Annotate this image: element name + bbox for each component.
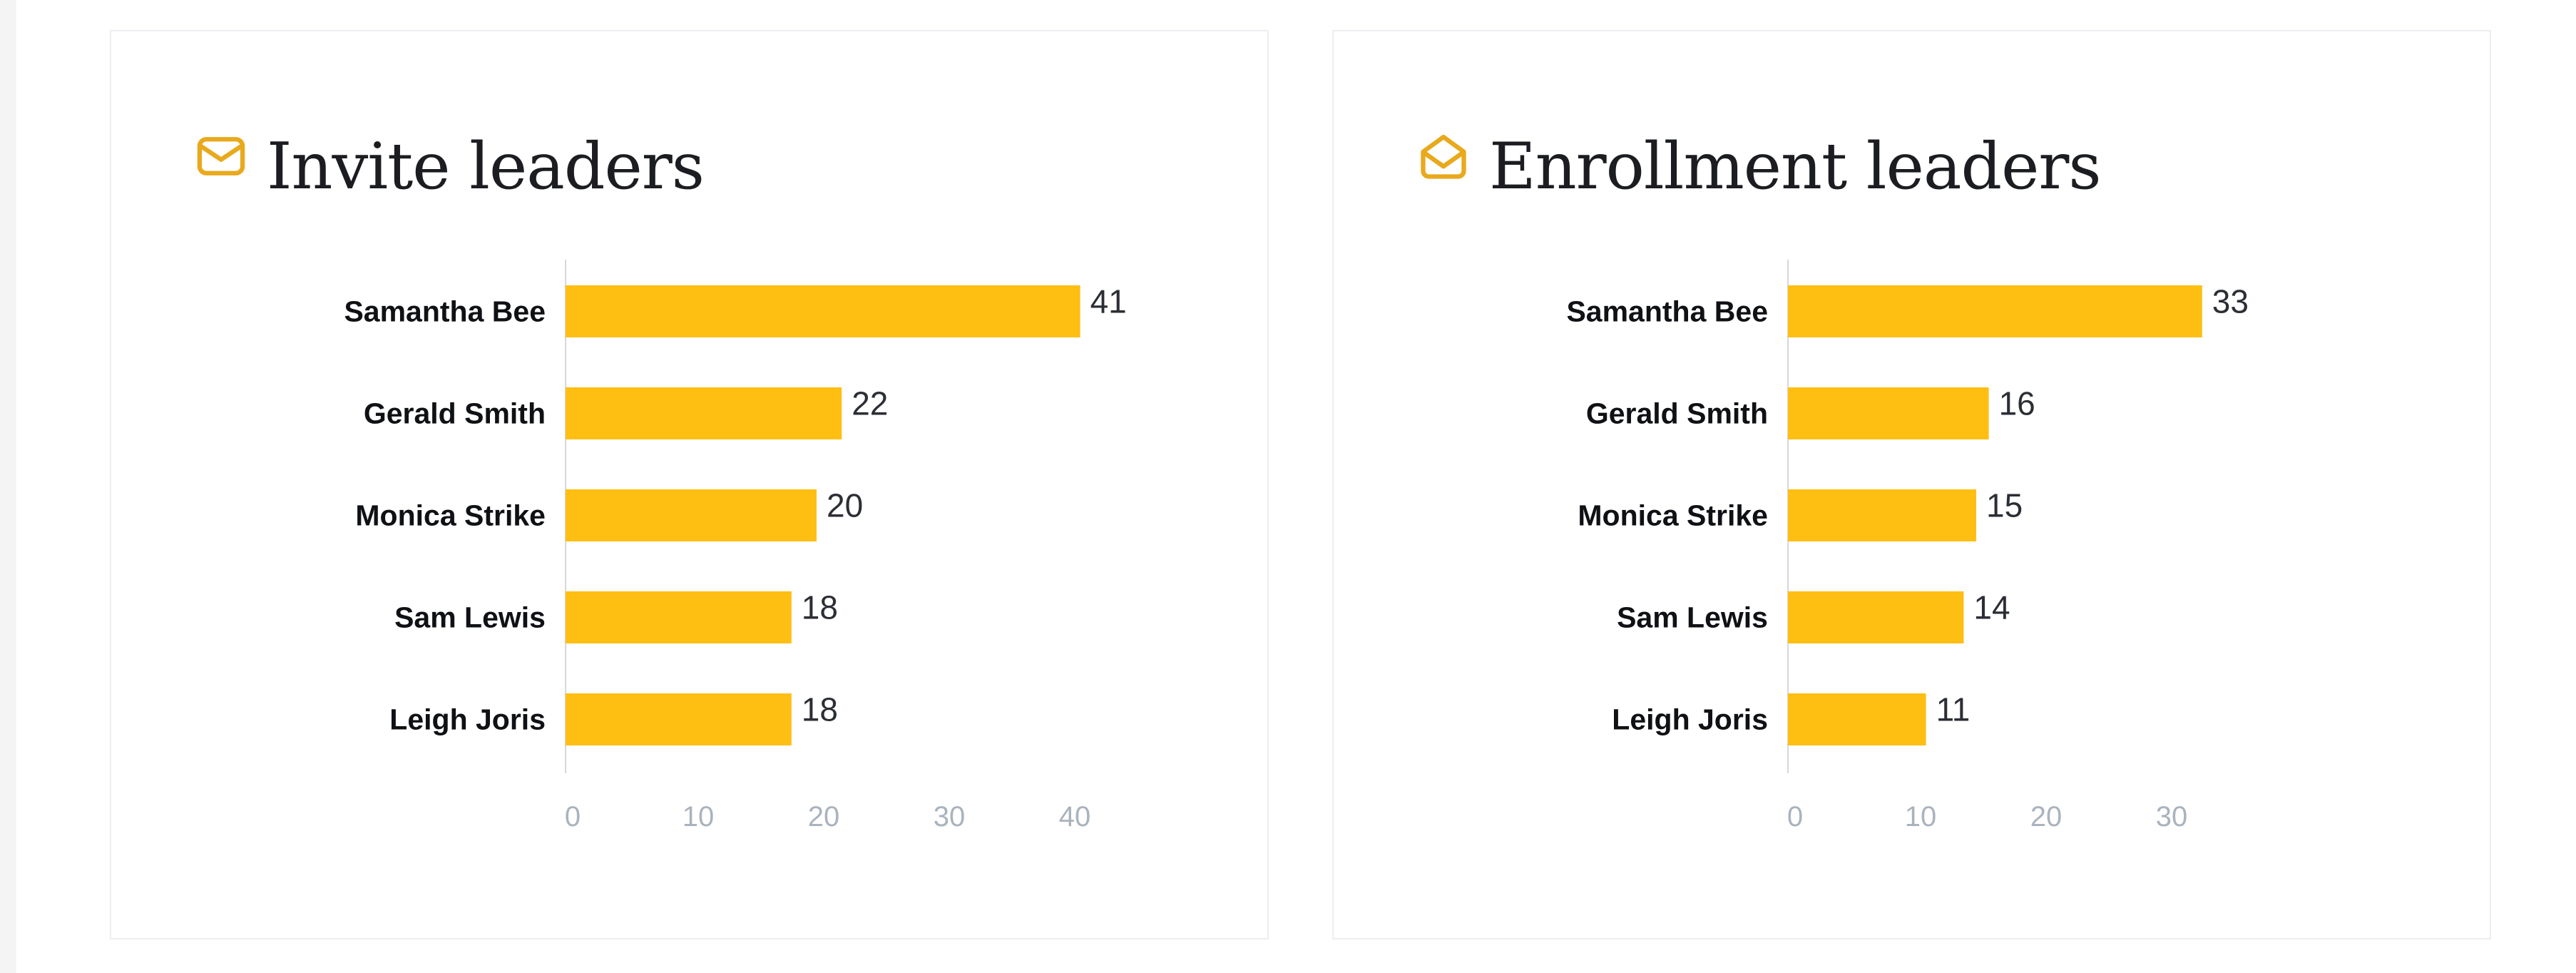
bar: [566, 387, 842, 439]
category-label: Gerald Smith: [364, 397, 546, 430]
enrollment-leaders-card: Enrollment leaders Samantha Bee 33 Gerald …: [1332, 30, 2491, 939]
value-label: 22: [852, 385, 888, 422]
mail-open-icon: [1416, 129, 1471, 183]
value-label: 16: [1999, 385, 2035, 422]
enrollment-leaders-chart: Samantha Bee 33 Gerald Smith 16 Monica Strik…: [1566, 260, 2249, 832]
x-tick-label: 20: [808, 801, 840, 832]
bar: [566, 693, 792, 745]
category-label: Monica Strike: [355, 499, 546, 532]
value-label: 14: [1973, 589, 2010, 626]
card-header: Invite leaders: [111, 31, 1267, 203]
x-tick-label: 10: [683, 801, 715, 832]
mail-icon: [194, 129, 248, 183]
invite-leaders-card: Invite leaders Samantha Bee 41 Gerald Smit…: [110, 30, 1269, 939]
invite-leaders-chart: Samantha Bee 41 Gerald Smith 22 Monica Strik…: [344, 260, 1127, 832]
bar: [566, 489, 817, 541]
bar: [1788, 693, 1926, 745]
card-header: Enrollment leaders: [1334, 31, 2490, 203]
x-tick-label: 20: [2030, 801, 2063, 832]
x-tick-label: 0: [1787, 801, 1803, 832]
value-label: 33: [2212, 283, 2249, 320]
category-label: Gerald Smith: [1586, 397, 1768, 430]
bar: [1788, 489, 1976, 541]
category-label: Samantha Bee: [1566, 295, 1768, 328]
x-tick-label: 30: [934, 801, 966, 832]
bar: [1788, 285, 2202, 337]
category-label: Sam Lewis: [394, 601, 546, 634]
x-tick-label: 10: [1905, 801, 1937, 832]
card-title: Invite leaders: [267, 129, 705, 204]
bar: [566, 285, 1080, 337]
category-label: Samantha Bee: [344, 295, 546, 328]
x-tick-label: 40: [1059, 801, 1091, 832]
value-label: 18: [802, 691, 838, 728]
value-label: 18: [802, 589, 838, 626]
bar: [566, 591, 792, 643]
x-tick-label: 0: [565, 801, 581, 832]
value-label: 41: [1090, 283, 1127, 320]
category-label: Leigh Joris: [1612, 703, 1768, 736]
left-rail: [0, 0, 16, 973]
value-label: 11: [1936, 691, 1971, 728]
x-tick-label: 30: [2156, 801, 2188, 832]
value-label: 15: [1986, 487, 2023, 524]
category-label: Sam Lewis: [1617, 601, 1768, 634]
category-label: Leigh Joris: [389, 703, 546, 736]
card-title: Enrollment leaders: [1489, 129, 2102, 204]
value-label: 20: [827, 487, 863, 524]
bar: [1788, 387, 1989, 439]
bar: [1788, 591, 1964, 643]
category-label: Monica Strike: [1578, 499, 1768, 532]
